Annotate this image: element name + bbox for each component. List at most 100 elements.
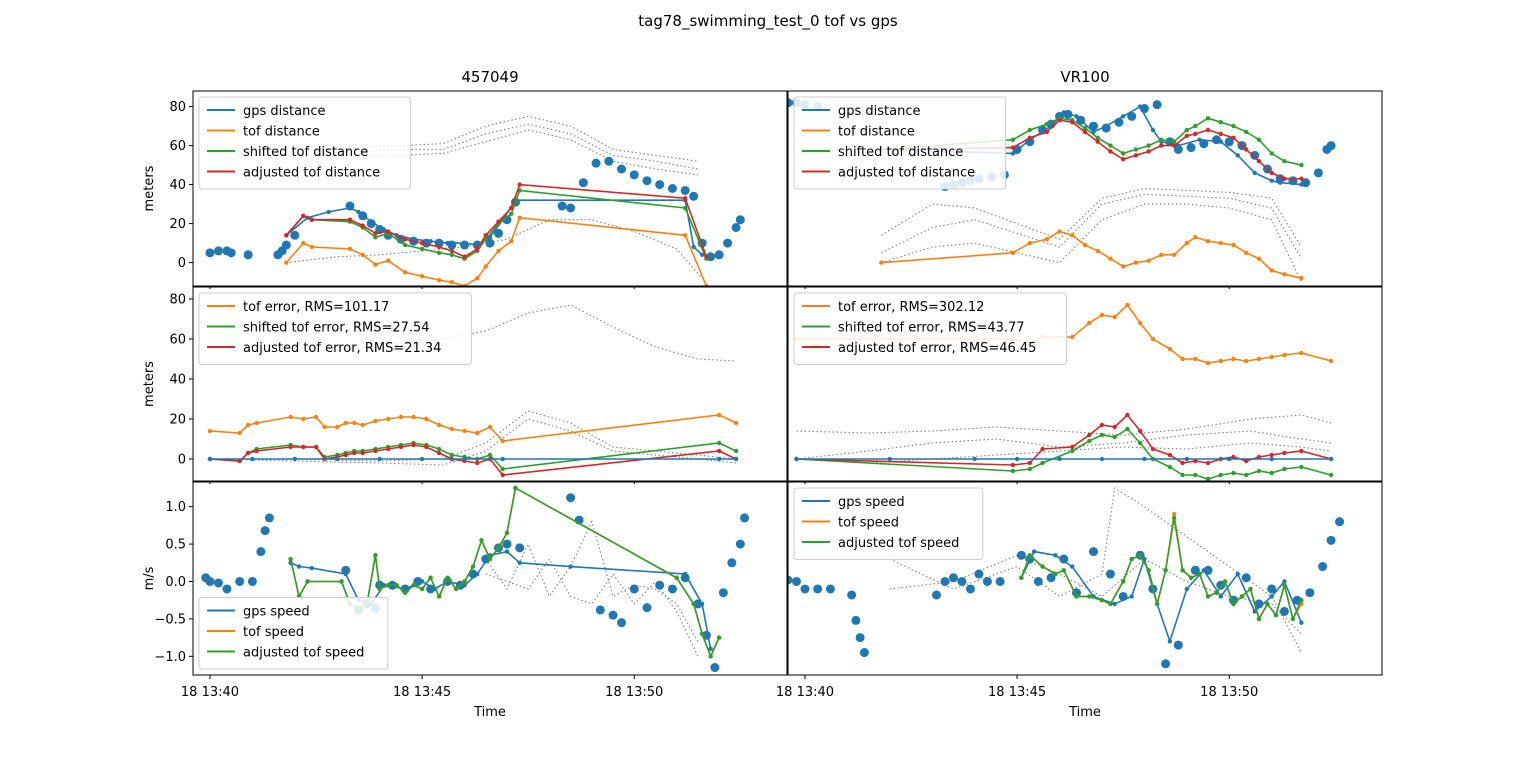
- series-point-tof-distance: [284, 260, 289, 265]
- series-point-gps: [500, 456, 505, 462]
- series-point-shifted-tof-distance: [1218, 120, 1223, 125]
- series-point-adjusted-tof-distance: [1120, 157, 1126, 162]
- series-line-gps-distance: [881, 105, 1302, 186]
- series-point-adjusted-tof-distance: [1010, 145, 1016, 150]
- gps-point-marker: [855, 633, 865, 643]
- gps-point-marker: [481, 554, 491, 564]
- series-point-shifted-tof-error-rms-27-54: [436, 446, 442, 452]
- gps-point-marker: [982, 576, 992, 586]
- series-point-gps-speed: [402, 586, 408, 592]
- gps-point-marker: [1161, 659, 1171, 669]
- series-point-tof-error-rms-101-17: [254, 420, 259, 426]
- series-point-tof-distance: [1269, 268, 1274, 273]
- series-point-gps-distance: [1277, 180, 1283, 185]
- series-point-adjusted-tof-speed: [487, 556, 493, 562]
- series-point-tof-distance: [449, 279, 455, 285]
- series-point-adjusted-tof-distance: [1193, 131, 1198, 137]
- reference-line-0: [881, 187, 1302, 248]
- y-tick-label: 0.0: [165, 575, 186, 590]
- series-point-shifted-tof-distance: [1282, 159, 1287, 164]
- series-point-adjusted-tof-speed: [1129, 556, 1134, 562]
- panel-frame: [787, 90, 1383, 287]
- panel-vr100-speed: 18 13:40 18 13:45 18 13:50 gps speed tof spe…: [776, 481, 1383, 700]
- legend-item-label: tof error, RMS=101.17: [243, 300, 389, 315]
- legend-box: [793, 487, 984, 560]
- series-point-adjusted-tof-error-rms-46-45: [1244, 458, 1249, 464]
- series-point-adjusted-tof-error-rms-46-45: [1205, 460, 1211, 466]
- series-point-tof-error-rms-302-12: [1328, 358, 1334, 364]
- gps-point-marker: [493, 228, 503, 238]
- gps-point-marker: [515, 543, 525, 553]
- gps-point-marker: [557, 201, 567, 211]
- series-point-gps-distance: [347, 205, 353, 211]
- series-point-tof-error-rms-101-17: [475, 430, 480, 436]
- legend-item-label: shifted tof error, RMS=27.54: [243, 321, 430, 336]
- series-point-gps-speed: [1269, 594, 1274, 599]
- gps-point-marker: [680, 185, 690, 195]
- y-axis-label: meters: [142, 165, 157, 211]
- gps-point-marker: [205, 248, 215, 258]
- gps-point-marker: [788, 575, 793, 585]
- gps-point-marker: [617, 164, 627, 174]
- gps-point-marker: [247, 576, 257, 586]
- gps-point-marker: [1059, 554, 1069, 564]
- legend-item-label: tof speed: [243, 625, 304, 640]
- y-tick-label: 40: [169, 373, 186, 388]
- plot-457049-distance: [205, 115, 745, 286]
- series-point-gps-speed: [1218, 594, 1223, 599]
- legend-box: [198, 292, 472, 365]
- series-line-adjusted-tof-error-rms-21-34: [209, 444, 737, 476]
- gps-point-marker: [1224, 137, 1234, 147]
- plot-area: 0 20 40 60 80 meters gps distance tof distance s…: [142, 90, 1383, 700]
- series-point-gps: [1269, 456, 1274, 462]
- series-point-adjusted-tof-error-rms-46-45: [1010, 462, 1016, 468]
- gps-point-marker: [1199, 139, 1209, 149]
- series-point-adjusted-tof-speed: [1040, 564, 1045, 569]
- series-point-adjusted-tof-speed: [445, 575, 450, 580]
- panel-frame: [787, 481, 1383, 676]
- series-point-shifted-tof-distance: [1146, 143, 1151, 148]
- series-point-tof-error-rms-302-12: [1087, 320, 1092, 326]
- series-point-adjusted-tof-error-rms-21-34: [237, 458, 242, 464]
- gps-point-marker: [735, 539, 745, 549]
- series-point-tof-error-rms-101-17: [245, 422, 251, 428]
- gps-point-marker: [1318, 562, 1328, 572]
- series-point-shifted-tof-distance: [1184, 127, 1190, 133]
- series-point-gps: [335, 456, 340, 462]
- gps-point-marker: [731, 223, 741, 232]
- series-point-adjusted-tof-distance: [385, 229, 391, 234]
- gps-point-marker: [341, 565, 351, 575]
- series-point-gps-speed: [699, 601, 705, 607]
- gps-point-marker: [791, 576, 801, 586]
- gps-point-marker: [800, 584, 810, 594]
- series-point-tof-error-rms-302-12: [1112, 314, 1117, 320]
- series-point-adjusted-tof-speed: [1061, 568, 1066, 573]
- panel-457049-distance: 0 20 40 60 80 meters gps distance tof distance s…: [142, 90, 788, 289]
- series-point-gps-distance: [1252, 170, 1257, 176]
- series-point-gps-distance: [708, 254, 713, 259]
- series-line-gps-speed: [1020, 550, 1303, 644]
- series-point-adjusted-tof-speed: [436, 594, 442, 599]
- series-point-adjusted-tof-speed: [428, 575, 433, 580]
- legend: tof error, RMS=101.17 shifted tof error, …: [198, 292, 472, 365]
- series-point-adjusted-tof-distance: [373, 231, 378, 236]
- series-point-tof-error-rms-302-12: [1205, 360, 1211, 366]
- series-point-tof-distance: [517, 215, 522, 220]
- series-point-adjusted-tof-speed: [339, 579, 344, 584]
- gps-point-marker: [260, 526, 270, 536]
- gps-point-marker: [629, 584, 639, 594]
- x-axis-label-left: Time: [473, 705, 506, 720]
- series-point-gps-speed: [1112, 601, 1117, 607]
- y-tick-label: 0.5: [165, 538, 186, 553]
- gps-point-marker: [714, 250, 724, 260]
- series-point-shifted-tof-error-rms-43-77: [1167, 464, 1173, 470]
- series-point-adjusted-tof-distance: [1184, 133, 1190, 139]
- series-point-adjusted-tof-error-rms-46-45: [1125, 412, 1130, 418]
- series-point-tof-distance: [475, 276, 480, 281]
- legend-item-label: gps distance: [838, 104, 921, 119]
- x-axis-label-right: Time: [1068, 705, 1101, 720]
- series-point-tof-error-rms-302-12: [1218, 358, 1223, 364]
- gps-point-marker: [213, 578, 223, 588]
- series-point-gps-speed: [343, 571, 348, 577]
